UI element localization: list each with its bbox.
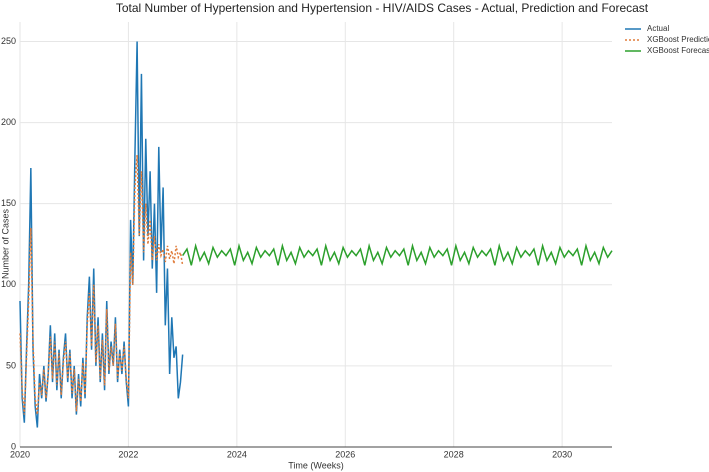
chart-title: Total Number of Hypertension and Hyperte… — [116, 1, 649, 15]
y-tick-label: 200 — [1, 117, 16, 127]
series-line — [19, 154, 184, 415]
y-tick-label: 150 — [1, 198, 16, 208]
x-tick-label: 2024 — [227, 449, 247, 459]
y-tick-label: 250 — [1, 36, 16, 46]
series-line — [182, 242, 613, 267]
legend-label: XGBoost Forecast — [647, 46, 709, 55]
x-tick-label: 2028 — [444, 449, 464, 459]
x-axis-label: Time (Weeks) — [288, 460, 344, 470]
x-tick-label: 2026 — [335, 449, 355, 459]
y-tick-label: 50 — [6, 360, 16, 370]
y-tick-label: 100 — [1, 279, 16, 289]
x-tick-label: 2030 — [552, 449, 572, 459]
y-tick-label: 0 — [11, 441, 16, 451]
y-axis-label: Number of Cases — [0, 208, 10, 279]
legend-label: Actual — [647, 24, 669, 33]
x-tick-label: 2022 — [118, 449, 138, 459]
legend-label: XGBoost Prediction — [647, 35, 709, 44]
x-tick-label: 2020 — [10, 449, 30, 459]
